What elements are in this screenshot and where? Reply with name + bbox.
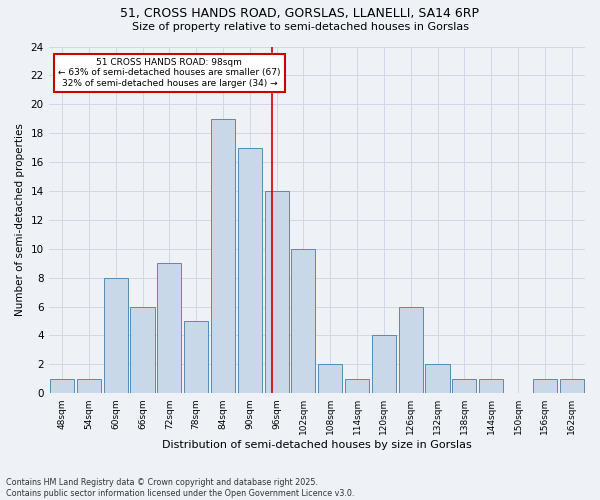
Bar	[265, 191, 289, 393]
X-axis label: Distribution of semi-detached houses by size in Gorslas: Distribution of semi-detached houses by …	[162, 440, 472, 450]
Bar	[560, 379, 584, 393]
Bar	[77, 379, 101, 393]
Bar	[398, 306, 423, 393]
Bar	[345, 379, 369, 393]
Bar	[425, 364, 449, 393]
Bar	[50, 379, 74, 393]
Bar	[479, 379, 503, 393]
Bar	[130, 306, 155, 393]
Bar	[184, 321, 208, 393]
Bar	[157, 263, 181, 393]
Bar	[292, 248, 316, 393]
Bar	[452, 379, 476, 393]
Bar	[372, 336, 396, 393]
Y-axis label: Number of semi-detached properties: Number of semi-detached properties	[15, 124, 25, 316]
Bar	[104, 278, 128, 393]
Bar	[238, 148, 262, 393]
Text: Contains HM Land Registry data © Crown copyright and database right 2025.
Contai: Contains HM Land Registry data © Crown c…	[6, 478, 355, 498]
Bar	[533, 379, 557, 393]
Bar	[211, 118, 235, 393]
Bar	[318, 364, 343, 393]
Text: 51 CROSS HANDS ROAD: 98sqm
← 63% of semi-detached houses are smaller (67)
32% of: 51 CROSS HANDS ROAD: 98sqm ← 63% of semi…	[58, 58, 281, 88]
Text: Size of property relative to semi-detached houses in Gorslas: Size of property relative to semi-detach…	[131, 22, 469, 32]
Text: 51, CROSS HANDS ROAD, GORSLAS, LLANELLI, SA14 6RP: 51, CROSS HANDS ROAD, GORSLAS, LLANELLI,…	[121, 8, 479, 20]
